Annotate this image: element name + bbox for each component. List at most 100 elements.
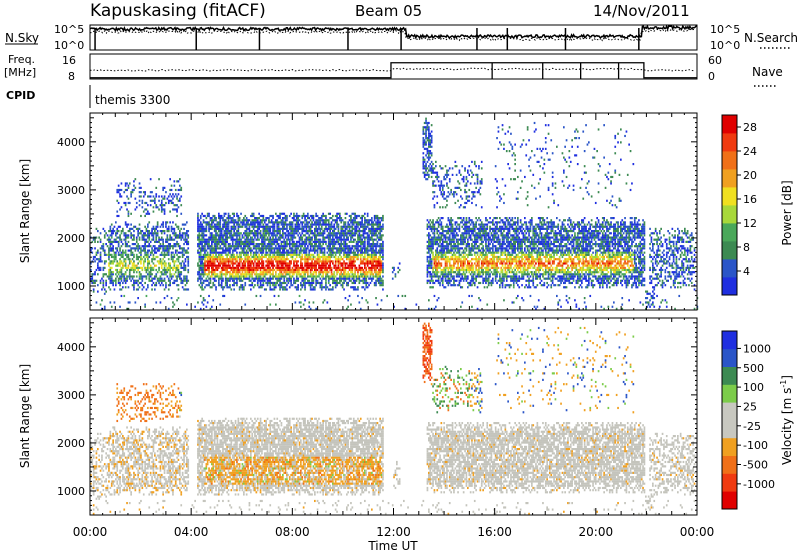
power-cell <box>268 253 270 256</box>
power-cell <box>108 236 110 239</box>
power-cell <box>173 184 176 187</box>
power-cell <box>213 260 216 263</box>
power-cell <box>227 225 230 228</box>
power-cell <box>251 281 254 285</box>
power-cell <box>110 262 113 265</box>
power-cell <box>430 260 433 263</box>
power-cell <box>145 277 148 280</box>
power-cell <box>261 255 263 259</box>
power-cell <box>158 195 160 198</box>
power-cell <box>209 217 212 220</box>
power-cell <box>304 217 306 220</box>
power-cell <box>256 219 259 222</box>
power-cell <box>154 288 156 291</box>
power-cell <box>269 277 272 280</box>
power-cell <box>309 286 312 289</box>
power-cell <box>365 277 368 280</box>
power-cell <box>198 258 201 261</box>
power-cell <box>119 253 121 256</box>
power-cell <box>304 275 306 278</box>
power-cell <box>166 266 169 269</box>
power-cell <box>236 255 238 259</box>
power-cell <box>126 275 128 278</box>
power-cell <box>145 208 148 211</box>
power-cell <box>326 268 329 272</box>
power-cell <box>372 221 375 224</box>
power-cell <box>156 225 159 228</box>
power-cell <box>275 245 277 248</box>
power-cell <box>322 212 324 215</box>
power-cell <box>325 225 327 228</box>
power-cell <box>247 262 249 265</box>
power-cell <box>258 217 260 220</box>
power-cell <box>197 262 199 265</box>
power-cell <box>106 238 109 241</box>
power-cell <box>183 249 185 252</box>
power-cell <box>199 221 202 224</box>
power-cell <box>169 243 171 246</box>
power-cell <box>199 217 202 220</box>
power-cell <box>167 262 170 265</box>
power-cell <box>163 186 166 189</box>
power-cell <box>256 225 259 228</box>
power-cell <box>110 273 113 276</box>
power-cell <box>231 238 234 241</box>
power-cell <box>301 264 304 267</box>
power-cell <box>251 232 254 235</box>
power-cell <box>316 214 319 218</box>
power-cell <box>211 245 213 248</box>
power-cell <box>211 217 213 220</box>
power-cell <box>226 238 228 241</box>
power-cell <box>351 271 354 274</box>
power-cell <box>128 249 131 252</box>
power-cell <box>206 240 209 243</box>
power-cell <box>202 236 205 239</box>
power-cell <box>92 238 95 241</box>
power-cell <box>240 221 242 224</box>
power-cell <box>308 234 311 237</box>
power-cell <box>358 277 361 280</box>
power-cell <box>115 221 117 224</box>
power-cell <box>261 258 263 261</box>
power-cell <box>138 204 141 207</box>
power-cell <box>133 180 135 183</box>
power-cell <box>163 251 166 254</box>
power-cell <box>224 258 227 261</box>
power-cell <box>248 262 251 265</box>
power-cell <box>268 264 270 267</box>
power-cell <box>91 275 94 278</box>
power-cell <box>347 299 349 302</box>
power-cell <box>312 273 315 276</box>
power-cell <box>361 217 363 220</box>
power-cell <box>94 240 96 243</box>
power-cell <box>208 294 210 298</box>
power-cell <box>142 275 145 278</box>
power-cell <box>425 165 427 168</box>
power-cell <box>134 301 137 304</box>
power-cell <box>102 279 105 282</box>
power-cell <box>206 251 209 254</box>
power-cell <box>266 227 269 230</box>
power-cell <box>290 260 292 263</box>
power-cell <box>101 245 103 248</box>
power-cell <box>167 279 170 282</box>
power-cell <box>99 253 102 256</box>
power-cell <box>250 268 252 272</box>
power-cell <box>301 245 304 248</box>
power-cell <box>181 260 184 263</box>
power-cell <box>382 281 384 285</box>
power-cell <box>109 249 112 252</box>
power-cell <box>279 279 281 282</box>
power-cell <box>382 266 384 269</box>
power-cell <box>159 277 162 280</box>
power-cell <box>344 217 347 220</box>
power-cell <box>102 227 105 230</box>
power-cell <box>254 234 256 237</box>
power-cell <box>428 221 430 224</box>
power-cell <box>287 236 290 239</box>
power-cell <box>120 279 123 282</box>
power-cell <box>181 253 184 256</box>
power-cell <box>254 236 256 239</box>
power-cell <box>250 240 252 243</box>
power-cell <box>394 275 397 278</box>
